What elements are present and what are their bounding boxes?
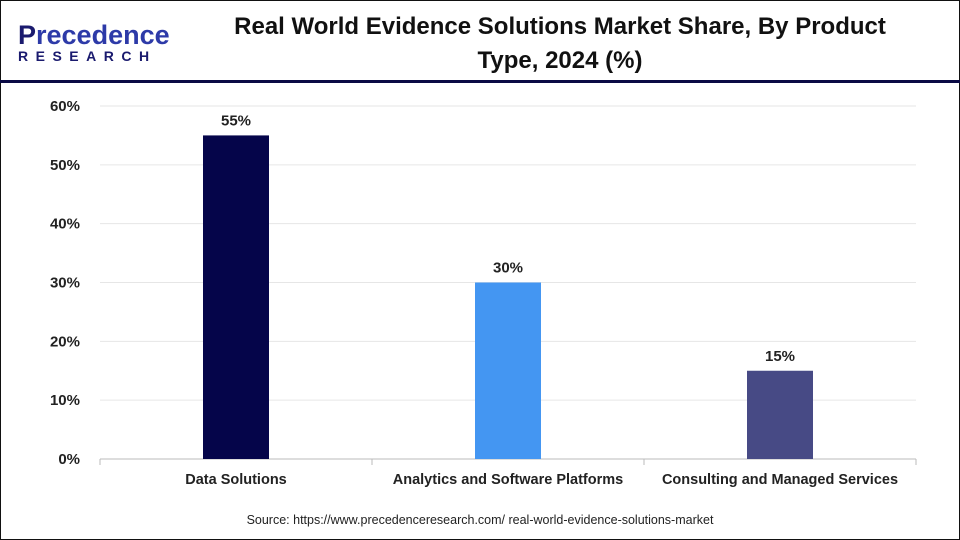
y-tick-label: 10% xyxy=(50,392,80,409)
y-tick-label: 50% xyxy=(50,157,80,174)
y-tick-label: 60% xyxy=(50,98,80,115)
data-label: 15% xyxy=(765,348,795,365)
logo: Precedence RESEARCH xyxy=(18,20,170,65)
y-tick-label: 30% xyxy=(50,275,80,292)
title-line-1: Real World Evidence Solutions Market Sha… xyxy=(234,13,886,40)
data-label: 55% xyxy=(221,112,251,129)
y-tick-label: 0% xyxy=(58,451,80,468)
bar-2 xyxy=(475,282,541,459)
category-label: Consulting and Managed Services xyxy=(662,472,898,488)
category-label: Data Solutions xyxy=(185,472,287,488)
source-note: Source: https://www.precedenceresearch.c… xyxy=(246,513,714,527)
chart-title: Real World Evidence Solutions Market Sha… xyxy=(200,10,920,78)
category-label: Analytics and Software Platforms xyxy=(393,472,623,488)
bar-3 xyxy=(747,370,813,459)
bar-1 xyxy=(203,135,269,459)
logo-name: Precedence xyxy=(18,20,170,50)
y-tick-label: 20% xyxy=(50,333,80,350)
logo-sub: RESEARCH xyxy=(18,48,157,64)
header-divider xyxy=(0,80,960,83)
title-line-2: Type, 2024 (%) xyxy=(477,47,643,74)
data-label: 30% xyxy=(493,260,523,277)
y-tick-label: 40% xyxy=(50,216,80,233)
